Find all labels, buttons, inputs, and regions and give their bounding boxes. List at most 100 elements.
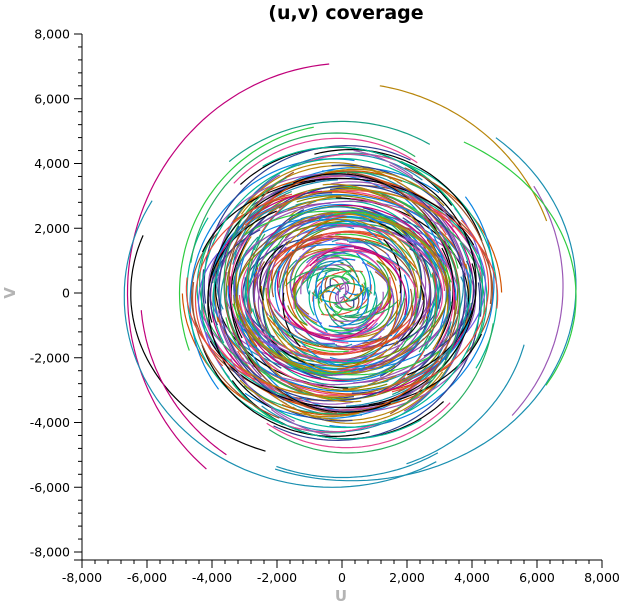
uv-track bbox=[201, 344, 370, 437]
uv-track-outer bbox=[228, 120, 431, 163]
uv-track bbox=[202, 269, 353, 422]
x-tick-label: -2,000 bbox=[257, 570, 297, 585]
uv-track bbox=[353, 225, 437, 323]
uv-track bbox=[418, 273, 437, 353]
uv-track bbox=[235, 220, 345, 316]
uv-track bbox=[270, 408, 331, 437]
uv-track bbox=[324, 213, 440, 263]
uv-track bbox=[330, 305, 380, 322]
uv-track bbox=[259, 170, 403, 212]
uv-track bbox=[335, 283, 431, 349]
uv-track bbox=[230, 242, 248, 339]
uv-track bbox=[229, 234, 334, 389]
uv-track bbox=[285, 268, 352, 287]
uv-track bbox=[329, 276, 350, 284]
uv-track bbox=[308, 290, 315, 316]
uv-track bbox=[328, 287, 369, 328]
y-tick-label: 6,000 bbox=[34, 91, 70, 106]
uv-track bbox=[385, 252, 403, 340]
y-tick-label: -6,000 bbox=[30, 480, 70, 495]
uv-track bbox=[407, 263, 477, 376]
uv-track bbox=[271, 242, 322, 298]
uv-track bbox=[315, 258, 356, 299]
uv-track bbox=[273, 211, 424, 301]
uv-track bbox=[356, 253, 371, 291]
uv-track bbox=[425, 301, 452, 350]
uv-track bbox=[199, 233, 249, 367]
uv-track-outer bbox=[130, 235, 266, 452]
uv-track bbox=[324, 168, 445, 207]
uv-track bbox=[333, 211, 397, 224]
uv-track-outer bbox=[140, 310, 227, 456]
uv-track bbox=[268, 323, 494, 454]
uv-track bbox=[218, 225, 285, 401]
uv-track bbox=[244, 348, 337, 414]
uv-track bbox=[350, 197, 455, 352]
uv-track bbox=[247, 263, 331, 361]
uv-track bbox=[339, 270, 449, 366]
uv-track bbox=[278, 184, 449, 233]
uv-track-outer bbox=[463, 141, 577, 386]
uv-track bbox=[400, 276, 468, 382]
uv-track bbox=[233, 137, 418, 184]
uv-track bbox=[334, 302, 355, 310]
uv-track bbox=[459, 242, 472, 324]
uv-track bbox=[240, 267, 348, 362]
x-tick-label: 8,000 bbox=[584, 570, 620, 585]
uv-track bbox=[294, 268, 335, 326]
uv-track bbox=[322, 183, 443, 270]
uv-track bbox=[266, 274, 384, 337]
uv-track bbox=[347, 240, 411, 266]
uv-track bbox=[267, 246, 301, 347]
uv-track bbox=[354, 283, 365, 297]
uv-track bbox=[181, 293, 252, 405]
uv-track bbox=[190, 132, 416, 263]
uv-track bbox=[319, 289, 330, 303]
y-tick-label: 8,000 bbox=[34, 27, 70, 42]
uv-track bbox=[274, 231, 383, 263]
uv-track bbox=[330, 254, 362, 259]
y-tick-label: 0 bbox=[62, 286, 70, 301]
x-tick-label: 4,000 bbox=[454, 570, 490, 585]
x-tick-label: -8,000 bbox=[62, 570, 102, 585]
uv-track bbox=[349, 260, 390, 318]
uv-track bbox=[322, 327, 354, 332]
uv-track bbox=[342, 375, 397, 390]
uv-track bbox=[278, 259, 298, 298]
uv-track bbox=[287, 343, 375, 356]
uv-track bbox=[400, 285, 425, 342]
uv-track bbox=[287, 362, 351, 375]
uv-track bbox=[201, 177, 475, 253]
y-tick-label: 4,000 bbox=[34, 156, 70, 171]
uv-track bbox=[377, 291, 384, 314]
uv-track bbox=[207, 210, 277, 323]
uv-track bbox=[376, 260, 397, 281]
uv-track bbox=[343, 293, 350, 300]
uv-track bbox=[261, 310, 467, 433]
uv-track bbox=[293, 282, 305, 317]
uv-track bbox=[353, 247, 408, 316]
uv-track bbox=[404, 167, 492, 304]
uv-track bbox=[257, 264, 270, 338]
uv-track bbox=[262, 146, 463, 219]
uv-track bbox=[209, 229, 261, 326]
uv-track bbox=[313, 295, 328, 333]
uv-track bbox=[223, 177, 315, 396]
uv-track bbox=[230, 358, 295, 422]
uv-track bbox=[338, 306, 379, 334]
y-tick-label: -4,000 bbox=[30, 415, 70, 430]
uv-track bbox=[369, 270, 376, 296]
uv-track bbox=[300, 249, 418, 312]
x-axis-label: U bbox=[335, 587, 347, 605]
uv-track bbox=[212, 262, 225, 344]
uv-track bbox=[276, 270, 331, 339]
uv-track bbox=[332, 299, 399, 318]
uv-track bbox=[336, 224, 444, 319]
uv-track bbox=[300, 340, 384, 368]
uv-track bbox=[192, 282, 280, 419]
uv-track-outer bbox=[276, 452, 439, 479]
uv-track bbox=[432, 181, 503, 293]
uv-track bbox=[247, 233, 266, 313]
uv-track bbox=[301, 323, 410, 355]
uv-track bbox=[253, 237, 349, 303]
